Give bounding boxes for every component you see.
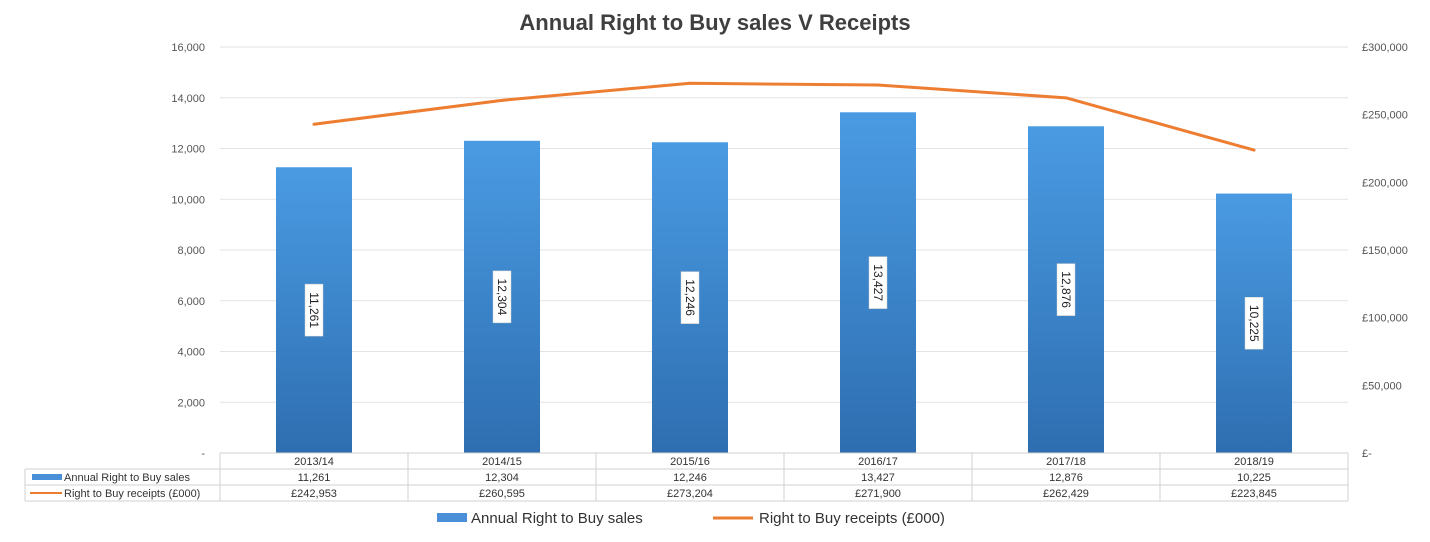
left-tick-label: 14,000 [171, 93, 205, 105]
table-cell: 12,876 [1049, 472, 1083, 484]
line-point [312, 122, 316, 126]
category-label: 2016/17 [858, 456, 898, 468]
right-tick-label: £250,000 [1362, 110, 1408, 122]
data-table: 2013/14 2014/15 2015/16 2016/17 2017/18 2018/… [24, 452, 1349, 502]
left-y-axis: - 2,000 4,000 6,000 8,000 10,000 12,000 14,000 1… [171, 42, 205, 460]
right-tick-label: £- [1362, 448, 1372, 460]
table-cell: 12,304 [485, 472, 519, 484]
line-point [876, 83, 880, 87]
right-y-axis: £- £50,000 £100,000 £150,000 £200,000 £250,00… [1362, 42, 1408, 460]
right-tick-label: £150,000 [1362, 245, 1408, 257]
bar-series: 11,261 12,304 12,246 13,427 12,876 10,225 [276, 112, 1292, 454]
table-bar-key [32, 474, 62, 480]
left-tick-label: 4,000 [177, 347, 205, 359]
category-label: 2015/16 [670, 456, 710, 468]
table-series-name: Right to Buy receipts (£000) [64, 488, 200, 500]
bar-label-box [868, 256, 888, 309]
line-point [500, 98, 504, 102]
line-series [312, 81, 1256, 152]
chart-title: Annual Right to Buy sales V Receipts [519, 10, 910, 35]
left-tick-label: 16,000 [171, 42, 205, 54]
table-cell: £262,429 [1043, 488, 1089, 500]
gridlines [220, 46, 1348, 454]
right-tick-label: £100,000 [1362, 313, 1408, 325]
category-label: 2018/19 [1234, 456, 1274, 468]
table-cell: 10,225 [1237, 472, 1271, 484]
bar-label-box [304, 283, 324, 337]
bar-data-label: 13,427 [871, 264, 885, 301]
table-cell: £273,204 [667, 488, 713, 500]
bar-label-box [680, 271, 700, 324]
legend: Annual Right to Buy sales Right to Buy re… [437, 510, 945, 527]
right-tick-label: £200,000 [1362, 177, 1408, 189]
table-cell: 11,261 [298, 472, 331, 484]
left-tick-label: 10,000 [171, 194, 205, 206]
left-tick-label: 6,000 [177, 296, 205, 308]
right-tick-label: £300,000 [1362, 42, 1408, 54]
table-cell: £260,595 [479, 488, 525, 500]
left-tick-label: 2,000 [177, 397, 205, 409]
table-cell: £271,900 [855, 488, 901, 500]
bar-label-box [492, 270, 512, 324]
bar-label-box [1056, 263, 1076, 316]
table-series-name: Annual Right to Buy sales [64, 472, 190, 484]
category-label: 2017/18 [1046, 456, 1086, 468]
left-tick-label: 12,000 [171, 144, 205, 156]
category-label: 2013/14 [294, 456, 334, 468]
bar-data-label: 12,246 [683, 279, 697, 316]
bar-data-label: 12,304 [495, 279, 509, 316]
line-point [688, 81, 692, 85]
table-cell: 13,427 [861, 472, 895, 484]
table-cell: 12,246 [673, 472, 707, 484]
legend-label: Annual Right to Buy sales [471, 510, 643, 527]
bar-data-label: 12,876 [1059, 271, 1073, 308]
receipts-line [313, 81, 1255, 152]
left-tick-label: 8,000 [177, 245, 205, 257]
legend-label: Right to Buy receipts (£000) [759, 510, 945, 527]
legend-bar-swatch [437, 513, 467, 522]
bar-data-label: 11,261 [307, 292, 321, 328]
line-point [1064, 96, 1068, 100]
category-label: 2014/15 [482, 456, 522, 468]
table-cell: £242,953 [291, 488, 337, 500]
bar-label-box [1244, 297, 1264, 350]
line-point [1252, 148, 1256, 152]
left-tick-label: - [201, 448, 205, 460]
right-tick-label: £50,000 [1362, 380, 1402, 392]
table-cell: £223,845 [1231, 488, 1277, 500]
bar-data-label: 10,225 [1247, 305, 1261, 342]
